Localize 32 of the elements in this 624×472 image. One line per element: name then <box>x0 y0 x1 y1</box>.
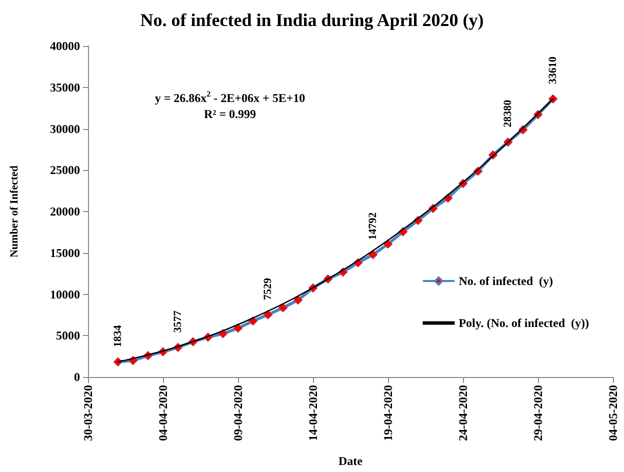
legend-label: Poly. (No. of infected (y)) <box>458 316 590 330</box>
x-tick-label: 14-04-2020 <box>306 385 320 441</box>
annotation: R² = 0.999 <box>204 107 256 121</box>
x-tick-label: 19-04-2020 <box>381 385 395 441</box>
x-tick-label: 09-04-2020 <box>231 385 245 441</box>
x-tick-label: 29-04-2020 <box>531 385 545 441</box>
point <box>368 250 378 260</box>
x-tick-label: 04-05-2020 <box>606 385 620 441</box>
data-label: 33610 <box>547 56 559 84</box>
y-axis-title: Number of Infected <box>8 165 20 258</box>
x-tick-label: 30-03-2020 <box>81 385 95 441</box>
y-tick-label: 40000 <box>50 39 80 53</box>
y-tick-label: 35000 <box>50 80 80 94</box>
x-axis-title: Date <box>338 454 364 468</box>
y-tick-label: 10000 <box>50 287 80 302</box>
y-tick-label: 15000 <box>50 246 80 260</box>
data-label: 7529 <box>262 277 274 300</box>
x-tick-label: 24-04-2020 <box>456 385 470 441</box>
y-tick-label: 25000 <box>50 163 80 178</box>
y-tick-label: 5000 <box>56 328 80 343</box>
data-label: 14792 <box>367 212 379 240</box>
data-label: 1834 <box>112 324 124 348</box>
x-tick-label: 04-04-2020 <box>156 385 170 441</box>
legend-label: No. of infected (y) <box>458 274 554 288</box>
y-tick-label: 30000 <box>50 122 80 136</box>
data-label: 3577 <box>172 310 184 333</box>
point <box>233 323 243 333</box>
point <box>278 302 288 312</box>
chart-title: No. of infected in India during April 2020 (y) <box>140 10 484 30</box>
y-tick-label: 20000 <box>50 204 80 218</box>
data-label: 28380 <box>502 99 514 128</box>
y-tick-label: 0 <box>74 370 80 384</box>
